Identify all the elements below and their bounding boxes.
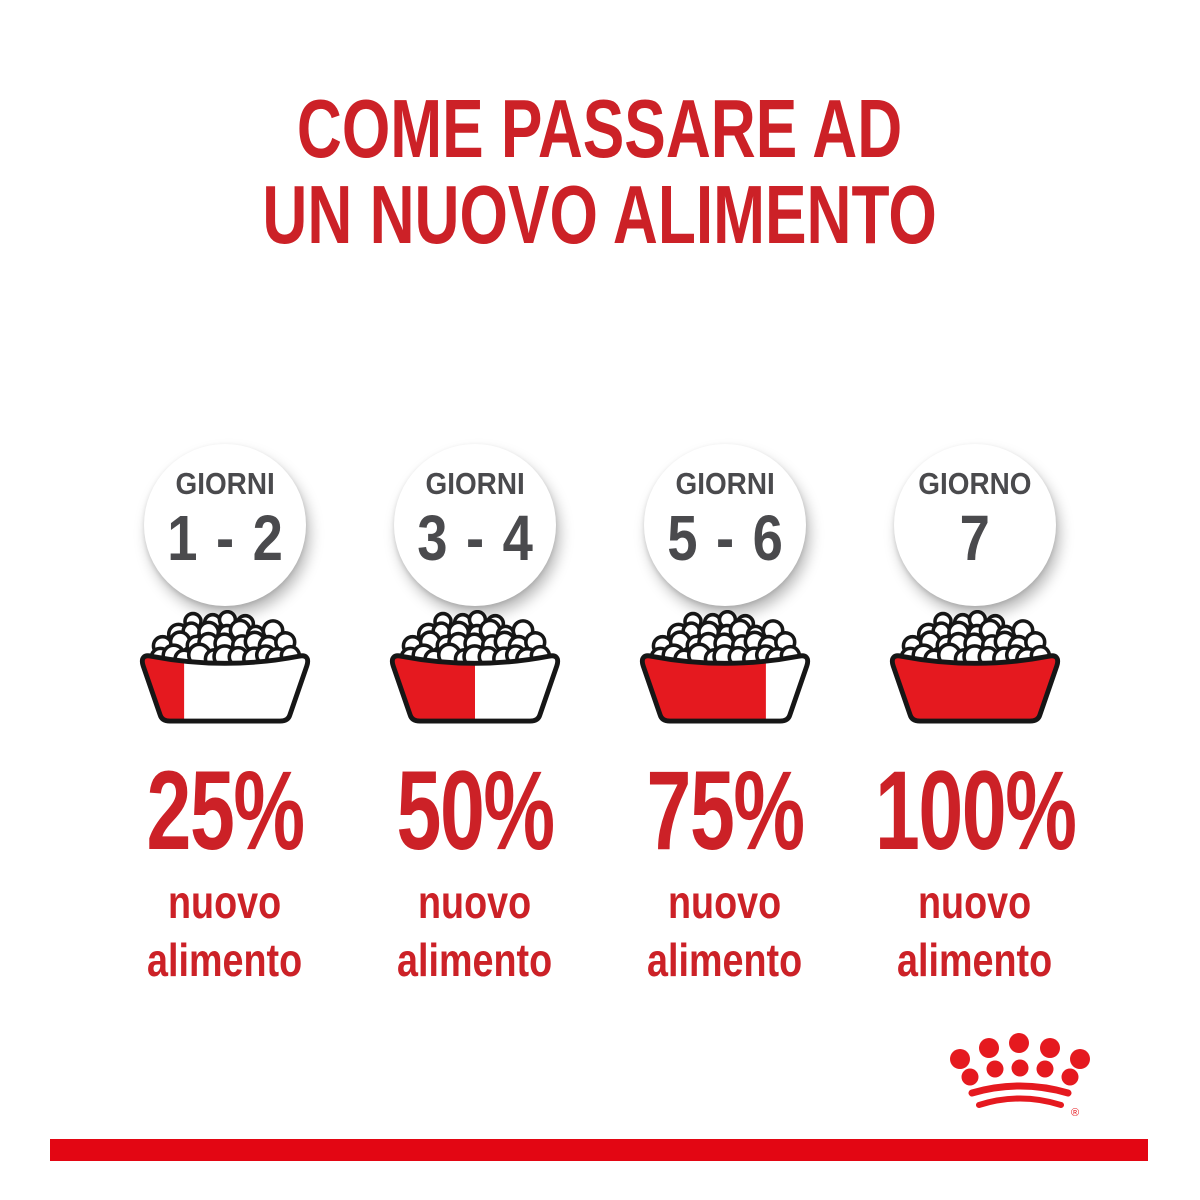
day-label: GIORNI	[175, 466, 275, 501]
page-title: COME PASSARE AD UN NUOVO ALIMENTO	[0, 82, 1200, 262]
day-label: GIORNI	[675, 466, 775, 501]
day-badge: GIORNI 1 - 2	[144, 444, 306, 606]
caption-line: alimento	[397, 933, 553, 986]
bottom-red-bar	[50, 1139, 1148, 1161]
day-badge: GIORNO 7	[894, 444, 1056, 606]
percent-caption: nuovo alimento	[630, 874, 819, 989]
dog-food-bowl-icon	[389, 610, 561, 724]
transition-step-3: GIORNI 5 - 6 75% nuovo alimento	[600, 444, 850, 989]
percent-new-food: 100%	[874, 748, 1077, 873]
caption-line: nuovo	[668, 876, 782, 928]
percent-caption: nuovo alimento	[130, 874, 319, 989]
dog-food-bowl-icon	[139, 610, 311, 724]
percent-new-food: 50%	[396, 748, 555, 873]
day-range: 5 - 6	[667, 502, 783, 574]
registered-trademark-symbol: ®	[1071, 1107, 1079, 1119]
caption-line: alimento	[897, 933, 1053, 986]
percent-caption: nuovo alimento	[380, 874, 569, 989]
percent-new-food: 75%	[646, 748, 805, 873]
royal-canin-crown-logo: ®	[950, 1033, 1090, 1119]
transition-steps: GIORNI 1 - 2 25% nuovo alimento GIORNI 3 - 4 50…	[100, 444, 1100, 989]
day-badge: GIORNI 5 - 6	[644, 444, 806, 606]
day-range: 1 - 2	[167, 502, 283, 574]
caption-line: alimento	[647, 933, 803, 986]
day-label: GIORNO	[918, 466, 1032, 501]
title-line-2: UN NUOVO ALIMENTO	[262, 168, 938, 262]
day-range: 3 - 4	[417, 502, 533, 574]
day-label: GIORNI	[425, 466, 525, 501]
day-range: 7	[959, 502, 991, 574]
percent-caption: nuovo alimento	[880, 874, 1069, 989]
transition-step-1: GIORNI 1 - 2 25% nuovo alimento	[100, 444, 350, 989]
caption-line: nuovo	[918, 876, 1032, 928]
dog-food-bowl-icon	[889, 610, 1061, 724]
caption-line: nuovo	[418, 876, 532, 928]
caption-line: alimento	[147, 933, 303, 986]
caption-line: nuovo	[168, 876, 282, 928]
title-line-1: COME PASSARE AD	[297, 82, 903, 175]
day-badge: GIORNI 3 - 4	[394, 444, 556, 606]
transition-step-2: GIORNI 3 - 4 50% nuovo alimento	[350, 444, 600, 989]
percent-new-food: 25%	[146, 748, 305, 873]
dog-food-bowl-icon	[639, 610, 811, 724]
transition-step-4: GIORNO 7 100% nuovo alimento	[850, 444, 1100, 989]
